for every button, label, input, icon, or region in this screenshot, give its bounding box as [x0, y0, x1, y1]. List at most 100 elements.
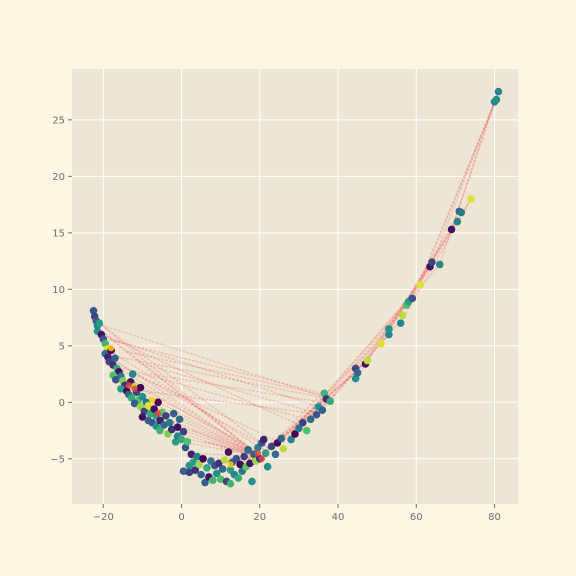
x-tick-label: 80: [488, 512, 501, 523]
connector-line: [129, 378, 261, 458]
connector-line: [266, 369, 359, 449]
data-point: [494, 87, 503, 96]
connector-line: [118, 361, 261, 458]
data-point: [447, 225, 456, 234]
data-point: [138, 413, 147, 421]
data-point: [167, 425, 176, 434]
connector-line: [114, 339, 324, 409]
connector-line: [145, 399, 261, 458]
connector-line: [122, 369, 257, 454]
connector-line: [274, 330, 390, 447]
y-tick-label: −5: [50, 454, 65, 465]
data-point: [326, 397, 335, 405]
data-point: [154, 398, 162, 407]
highlight-point: [131, 385, 138, 392]
y-axis-ticks: −5 0 5 10 15 20 25: [50, 115, 72, 465]
data-point: [263, 462, 272, 471]
connector-line: [133, 384, 261, 453]
connector-line: [321, 297, 414, 409]
highlight-points: [107, 344, 265, 468]
data-point: [117, 384, 125, 393]
highlight-point: [107, 344, 115, 352]
data-point: [183, 438, 192, 446]
connector-line: [122, 367, 308, 421]
data-point: [398, 311, 407, 320]
data-point: [179, 467, 188, 476]
data-point: [363, 356, 372, 365]
data-point: [209, 476, 217, 485]
data-point: [218, 465, 227, 473]
data-point: [127, 393, 136, 402]
x-axis-ticks: −20 0 20 40 60 80: [93, 504, 501, 523]
data-point: [160, 421, 168, 429]
data-point: [166, 418, 174, 427]
data-point: [385, 325, 393, 333]
data-point: [295, 424, 303, 433]
data-point: [232, 455, 241, 463]
data-point: [259, 435, 268, 444]
connector-line: [438, 100, 496, 266]
highlight-point: [227, 461, 234, 468]
connector-line: [411, 98, 498, 300]
data-point: [111, 354, 119, 363]
data-point: [212, 469, 221, 478]
connector-line: [399, 198, 472, 325]
connector-line: [298, 263, 441, 432]
data-point: [203, 464, 211, 472]
data-point: [144, 401, 153, 410]
highlight-point: [125, 382, 132, 389]
highlight-point: [254, 449, 262, 457]
y-tick-label: 20: [52, 172, 65, 183]
connector-line: [110, 350, 265, 451]
data-point: [89, 306, 98, 315]
connector-line: [98, 328, 261, 458]
connector-line: [450, 90, 500, 231]
connector-line: [282, 303, 406, 443]
connector-line: [98, 322, 277, 454]
connector-line: [157, 415, 261, 456]
data-point: [467, 195, 475, 203]
data-point: [226, 479, 235, 488]
data-point: [267, 442, 276, 451]
connector-line: [290, 284, 421, 438]
connector-line: [118, 356, 332, 400]
connector-line: [94, 319, 261, 458]
connector-line: [102, 324, 332, 400]
y-tick-label: 0: [59, 398, 65, 409]
connector-line: [110, 339, 324, 395]
data-point: [492, 95, 501, 104]
y-tick-label: 5: [59, 341, 65, 352]
connector-line: [149, 373, 324, 404]
data-point: [234, 474, 243, 482]
data-point: [353, 369, 362, 377]
data-point: [306, 415, 315, 424]
data-point: [435, 260, 444, 269]
data-point: [312, 410, 321, 419]
data-point: [408, 294, 417, 303]
data-point: [150, 405, 158, 413]
x-tick-label: 0: [178, 512, 184, 523]
connector-line: [431, 90, 500, 266]
connector-line: [180, 441, 261, 458]
data-point: [287, 435, 295, 444]
data-point: [185, 468, 194, 477]
data-point: [199, 455, 207, 463]
connector-line: [258, 392, 324, 458]
data-point: [244, 445, 252, 454]
connector-line: [388, 211, 461, 332]
connector-line: [102, 333, 300, 426]
data-point: [246, 459, 254, 468]
data-point: [416, 281, 424, 289]
data-point: [299, 418, 307, 427]
data-point: [216, 475, 225, 483]
data-point: [302, 426, 311, 435]
data-point: [169, 409, 178, 418]
x-tick-label: 20: [253, 512, 266, 523]
y-tick-label: 10: [52, 285, 65, 296]
data-point: [453, 217, 462, 226]
data-point: [428, 258, 436, 267]
data-point: [173, 423, 182, 431]
data-point: [179, 427, 188, 436]
x-tick-label: −20: [93, 512, 114, 523]
data-point: [396, 319, 405, 328]
